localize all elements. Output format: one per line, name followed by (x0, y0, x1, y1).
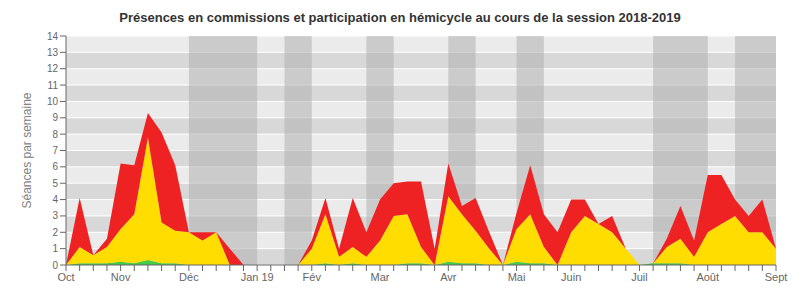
svg-text:Fév: Fév (303, 271, 322, 283)
svg-text:Déc: Déc (179, 271, 199, 283)
svg-text:0: 0 (52, 260, 58, 271)
svg-text:Juin: Juin (561, 271, 581, 283)
svg-text:5: 5 (52, 178, 58, 189)
svg-text:6: 6 (52, 161, 58, 172)
svg-text:12: 12 (47, 63, 59, 74)
svg-text:9: 9 (52, 112, 58, 123)
svg-text:8: 8 (52, 129, 58, 140)
svg-text:10: 10 (47, 96, 59, 107)
svg-text:Oct: Oct (57, 271, 74, 283)
svg-text:Mar: Mar (371, 271, 390, 283)
svg-text:Séances par semaine: Séances par semaine (20, 92, 34, 208)
svg-text:Sept: Sept (765, 271, 788, 283)
svg-text:2: 2 (52, 227, 58, 238)
svg-text:1: 1 (52, 243, 58, 254)
svg-text:13: 13 (47, 47, 59, 58)
svg-text:Avr: Avr (440, 271, 457, 283)
svg-text:4: 4 (52, 194, 58, 205)
svg-text:7: 7 (52, 145, 58, 156)
svg-text:Août: Août (696, 271, 719, 283)
svg-text:11: 11 (48, 80, 59, 91)
svg-text:Jan 19: Jan 19 (241, 271, 274, 283)
svg-text:14: 14 (47, 31, 59, 42)
html-text:Présences en commissions et pa: Présences en commissions et participatio… (119, 10, 681, 25)
svg-text:Juil: Juil (631, 271, 648, 283)
svg-text:3: 3 (52, 210, 58, 221)
svg-text:Mai: Mai (508, 271, 526, 283)
svg-text:Nov: Nov (111, 271, 131, 283)
